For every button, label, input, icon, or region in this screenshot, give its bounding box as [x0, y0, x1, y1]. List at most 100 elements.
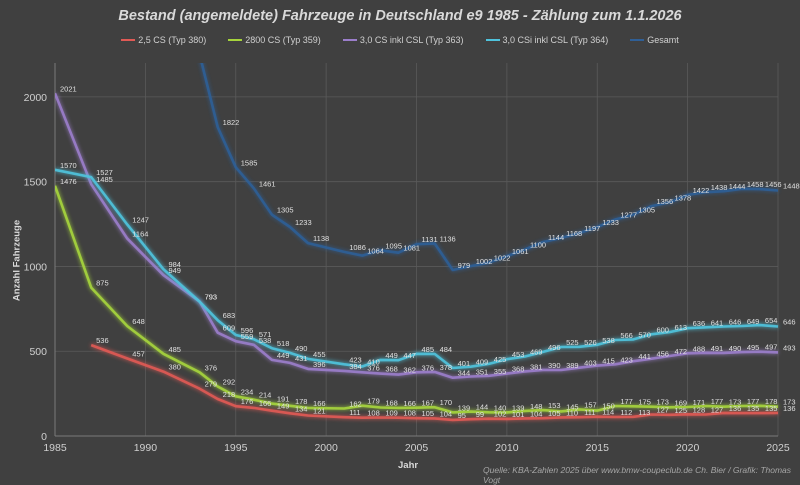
data-label: 1305 — [277, 206, 294, 215]
data-label: 134 — [295, 404, 308, 413]
data-label: 378 — [440, 363, 453, 372]
data-label: 1144 — [548, 233, 564, 242]
data-label: 793 — [205, 293, 218, 302]
data-label: 538 — [259, 336, 272, 345]
data-label: 376 — [422, 363, 435, 372]
data-label: 493 — [783, 343, 796, 352]
data-label: 173 — [656, 398, 669, 407]
legend: 2,5 CS (Typ 380) 2800 CS (Typ 359) 3,0 C… — [0, 35, 800, 45]
legend-swatch — [485, 39, 500, 41]
data-label: 136 — [729, 404, 742, 413]
data-label: 376 — [367, 363, 380, 372]
data-label: 177 — [747, 397, 760, 406]
data-label: 1356 — [656, 197, 673, 206]
legend-item: 3,0 CSi inkl CSL (Typ 364) — [485, 35, 608, 45]
data-label: 169 — [675, 398, 688, 407]
data-label: 177 — [620, 397, 633, 406]
data-label: 101 — [512, 410, 525, 419]
data-label: 1422 — [693, 186, 710, 195]
data-label: 139 — [458, 403, 471, 412]
data-label: 1438 — [711, 183, 728, 192]
data-label: 351 — [476, 367, 489, 376]
data-label: 171 — [693, 398, 706, 407]
data-label: 178 — [765, 397, 778, 406]
x-tick-label: 2020 — [676, 442, 700, 454]
y-tick-label: 1000 — [24, 261, 48, 273]
data-label: 191 — [277, 395, 290, 404]
legend-swatch — [630, 39, 645, 41]
data-label: 125 — [675, 406, 688, 415]
data-label: 441 — [638, 352, 651, 361]
data-label: 410 — [367, 357, 380, 366]
data-label: 145 — [566, 402, 579, 411]
data-label: 636 — [693, 319, 706, 328]
data-label: 177 — [711, 397, 724, 406]
data-label: 292 — [223, 377, 236, 386]
data-label: 113 — [638, 408, 650, 417]
data-label: 173 — [729, 398, 742, 407]
data-label: 1585 — [241, 158, 258, 167]
source-note: Quelle: KBA-Zahlen 2025 über www.bmw-cou… — [483, 465, 792, 485]
x-tick-label: 2025 — [766, 442, 790, 454]
data-label: 641 — [711, 318, 724, 327]
data-label: 218 — [223, 390, 236, 399]
data-label: 105 — [548, 409, 561, 418]
data-label: 646 — [783, 317, 796, 326]
x-tick-label: 2010 — [495, 442, 519, 454]
data-label: 485 — [168, 345, 181, 354]
x-tick-label: 1990 — [134, 442, 158, 454]
data-label: 1064 — [367, 247, 384, 256]
x-tick-label: 1995 — [224, 442, 248, 454]
data-label: 110 — [566, 408, 578, 417]
data-label: 525 — [566, 338, 579, 347]
series-line-2 — [55, 92, 779, 379]
data-label: 170 — [440, 398, 453, 407]
data-label: 456 — [656, 350, 669, 359]
data-label: 1136 — [440, 234, 456, 243]
data-label: 389 — [566, 361, 579, 370]
data-label: 1527 — [96, 168, 113, 177]
y-tick-label: 0 — [41, 431, 47, 443]
data-label: 128 — [693, 405, 706, 414]
y-tick-label: 1500 — [24, 177, 48, 189]
data-label: 214 — [259, 391, 272, 400]
data-label: 362 — [403, 366, 416, 375]
data-label: 368 — [512, 365, 525, 374]
data-label: 596 — [241, 326, 254, 335]
data-label: 140 — [494, 403, 507, 412]
data-label: 396 — [313, 360, 326, 369]
data-label: 609 — [223, 324, 236, 333]
data-label: 613 — [675, 323, 688, 332]
legend-label: 3,0 CS inkl CSL (Typ 363) — [359, 35, 464, 45]
data-label: 167 — [422, 399, 435, 408]
legend-item: 3,0 CS inkl CSL (Typ 363) — [342, 35, 464, 45]
data-label: 344 — [458, 369, 471, 378]
data-label: 423 — [620, 355, 633, 364]
data-label: 127 — [656, 405, 669, 414]
data-label: 431 — [295, 354, 308, 363]
legend-item: Gesamt — [630, 35, 679, 45]
data-label: 139 — [512, 403, 525, 412]
data-label: 127 — [711, 405, 724, 414]
series-line-4 — [200, 63, 779, 272]
data-label: 108 — [403, 409, 416, 418]
data-label: 1247 — [132, 216, 149, 225]
data-label: 175 — [638, 397, 651, 406]
data-label: 649 — [747, 317, 760, 326]
data-label: 495 — [747, 343, 760, 352]
legend-label: 2,5 CS (Typ 380) — [138, 35, 207, 45]
data-label: 121 — [313, 406, 326, 415]
data-label: 95 — [458, 411, 466, 420]
data-label: 1081 — [403, 244, 420, 253]
data-label: 472 — [675, 347, 688, 356]
data-label: 178 — [295, 397, 308, 406]
data-label: 455 — [313, 350, 326, 359]
data-label: 600 — [656, 325, 669, 334]
data-label: 526 — [584, 338, 597, 347]
data-label: 538 — [602, 336, 615, 345]
data-label: 1458 — [747, 180, 764, 189]
data-label: 1444 — [729, 182, 746, 191]
data-label: 485 — [422, 345, 435, 354]
data-label: 148 — [530, 402, 543, 411]
data-label: 566 — [620, 331, 633, 340]
